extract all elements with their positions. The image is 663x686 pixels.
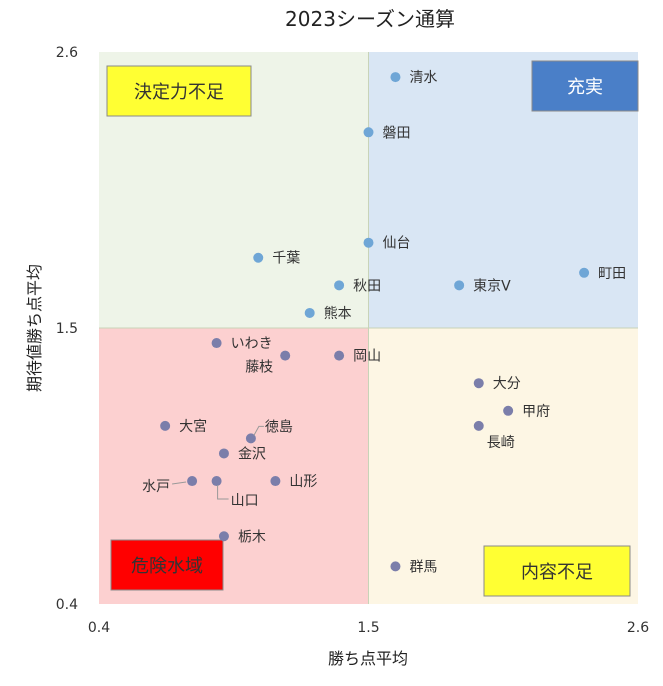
data-point xyxy=(334,280,345,291)
data-label: 山口 xyxy=(231,493,259,509)
data-point xyxy=(390,561,401,572)
y-tick-label: 2.6 xyxy=(56,45,78,61)
data-point xyxy=(454,280,465,291)
data-point xyxy=(187,476,198,487)
data-label: 栃木 xyxy=(238,529,266,545)
leader-line xyxy=(253,425,264,436)
data-point xyxy=(503,405,514,416)
data-label: 水戸 xyxy=(142,479,170,495)
data-point xyxy=(211,476,222,487)
axis-layer: 0.4 1.5 2.6 0.4 1.5 2.6 xyxy=(56,45,649,636)
data-label: 仙台 xyxy=(383,236,411,252)
leader-line xyxy=(217,485,229,500)
data-label: 大分 xyxy=(493,376,521,392)
data-label: 長崎 xyxy=(487,435,515,451)
data-point xyxy=(473,420,484,431)
quadrant-label-top-right: 充実 xyxy=(567,77,603,98)
data-label: 大宮 xyxy=(179,419,207,435)
data-point xyxy=(160,420,171,431)
data-point xyxy=(270,476,281,487)
data-label: 徳島 xyxy=(265,419,293,435)
leader-line xyxy=(172,481,187,485)
data-point xyxy=(363,127,374,138)
quadrant-label-box-bottom-right xyxy=(483,545,631,597)
quadrant-label-box-bottom-left xyxy=(110,539,224,591)
data-label: 金沢 xyxy=(238,446,266,462)
data-label: 群馬 xyxy=(409,559,437,575)
data-point xyxy=(304,307,315,318)
data-label: 山形 xyxy=(289,474,317,490)
quadrant-label-bottom-right: 内容不足 xyxy=(521,562,593,583)
quadrant-label-box-top-left xyxy=(106,65,252,117)
x-axis-label: 勝ち点平均 xyxy=(328,649,408,668)
data-point xyxy=(245,433,256,444)
x-tick-label: 1.5 xyxy=(357,620,379,636)
data-point xyxy=(218,448,229,459)
data-point xyxy=(280,350,291,361)
y-axis-label: 期待値勝ち点平均 xyxy=(25,264,44,392)
data-label: 熊本 xyxy=(324,306,352,322)
data-label: 千葉 xyxy=(272,251,300,267)
data-point xyxy=(334,350,345,361)
data-label: 磐田 xyxy=(383,125,411,141)
data-label: 町田 xyxy=(598,266,626,282)
data-point xyxy=(211,338,222,349)
data-label: 秋田 xyxy=(353,278,381,294)
data-point xyxy=(473,378,484,389)
data-point xyxy=(218,531,229,542)
data-label: 岡山 xyxy=(353,349,381,365)
data-label: 甲府 xyxy=(522,404,550,420)
data-label: 清水 xyxy=(409,70,437,86)
y-tick-label: 0.4 xyxy=(56,597,78,613)
data-label: 東京V xyxy=(473,278,511,294)
x-tick-label: 2.6 xyxy=(627,620,649,636)
chart-title: 2023シーズン通算 xyxy=(285,7,455,31)
quadrant-label-top-left: 決定力不足 xyxy=(134,82,224,103)
data-label: いわき xyxy=(231,336,273,352)
data-point xyxy=(390,72,401,83)
quadrant-label-bottom-left: 危険水域 xyxy=(131,556,203,577)
data-point xyxy=(363,237,374,248)
quadrant-label-box-top-right xyxy=(531,60,639,112)
x-tick-label: 0.4 xyxy=(88,620,110,636)
data-point xyxy=(579,267,590,278)
y-tick-label: 1.5 xyxy=(56,321,78,337)
data-point xyxy=(253,252,264,263)
data-label: 藤枝 xyxy=(245,360,273,376)
